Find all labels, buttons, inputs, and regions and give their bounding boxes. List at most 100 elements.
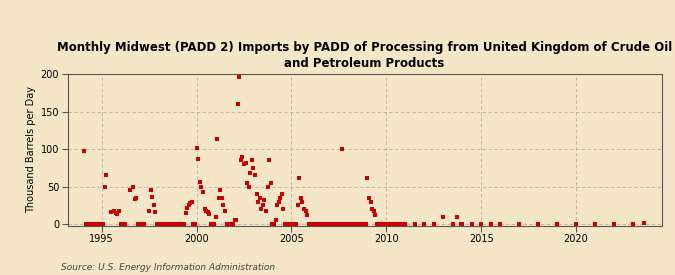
Point: [285, 222, 296, 226]
Point: [144, 209, 155, 213]
Point: [106, 210, 117, 214]
Point: [109, 208, 119, 213]
Point: [157, 222, 167, 226]
Point: [352, 222, 363, 226]
Point: [356, 222, 367, 226]
Point: [343, 222, 354, 226]
Point: [395, 222, 406, 226]
Point: [387, 222, 398, 226]
Point: [362, 175, 373, 180]
Point: [306, 222, 317, 226]
Point: [438, 214, 449, 219]
Point: [161, 222, 172, 226]
Point: [212, 137, 223, 142]
Point: [217, 196, 227, 200]
Point: [476, 222, 487, 226]
Point: [351, 222, 362, 226]
Point: [223, 222, 234, 226]
Point: [263, 184, 273, 189]
Point: [290, 222, 300, 226]
Point: [628, 222, 639, 226]
Point: [221, 222, 232, 226]
Point: [368, 208, 379, 213]
Point: [90, 222, 101, 226]
Point: [344, 222, 355, 226]
Point: [152, 222, 163, 226]
Point: [419, 222, 430, 226]
Point: [457, 222, 468, 226]
Point: [258, 203, 269, 207]
Point: [95, 222, 105, 226]
Point: [120, 222, 131, 226]
Title: Monthly Midwest (PADD 2) Imports by PADD of Processing from United Kingdom of Cr: Monthly Midwest (PADD 2) Imports by PADD…: [57, 41, 672, 70]
Point: [191, 145, 202, 150]
Point: [275, 196, 286, 200]
Point: [113, 209, 124, 213]
Point: [190, 222, 200, 226]
Point: [219, 208, 230, 213]
Point: [376, 222, 387, 226]
Point: [370, 213, 381, 217]
Point: [180, 211, 191, 215]
Point: [392, 222, 403, 226]
Point: [254, 196, 265, 200]
Point: [128, 184, 139, 189]
Point: [93, 222, 104, 226]
Point: [313, 222, 324, 226]
Point: [205, 222, 216, 226]
Point: [215, 188, 225, 192]
Point: [378, 222, 389, 226]
Point: [229, 218, 240, 222]
Point: [172, 222, 183, 226]
Point: [291, 222, 302, 226]
Point: [250, 173, 261, 178]
Point: [167, 222, 178, 226]
Point: [147, 195, 158, 199]
Point: [134, 222, 145, 226]
Point: [342, 222, 352, 226]
Point: [251, 192, 262, 196]
Point: [292, 203, 303, 207]
Point: [192, 157, 203, 161]
Point: [242, 181, 252, 185]
Point: [232, 102, 243, 106]
Point: [551, 222, 562, 226]
Point: [185, 201, 196, 205]
Point: [398, 222, 409, 226]
Point: [485, 222, 496, 226]
Point: [218, 203, 229, 207]
Point: [197, 189, 208, 194]
Point: [495, 222, 506, 226]
Point: [354, 222, 364, 226]
Point: [234, 75, 244, 79]
Point: [329, 222, 340, 226]
Point: [88, 222, 99, 226]
Point: [236, 158, 246, 163]
Point: [327, 222, 338, 226]
Point: [213, 196, 224, 200]
Point: [209, 222, 219, 226]
Point: [112, 211, 123, 216]
Point: [115, 222, 126, 226]
Point: [330, 222, 341, 226]
Point: [319, 222, 330, 226]
Point: [256, 207, 267, 211]
Point: [183, 203, 194, 207]
Point: [321, 222, 331, 226]
Point: [186, 199, 197, 204]
Point: [145, 188, 156, 192]
Point: [178, 222, 189, 226]
Point: [125, 187, 136, 192]
Point: [277, 192, 288, 196]
Point: [324, 222, 335, 226]
Point: [335, 222, 346, 226]
Point: [199, 207, 210, 211]
Point: [264, 158, 275, 163]
Point: [155, 222, 165, 226]
Point: [207, 222, 218, 226]
Point: [315, 222, 325, 226]
Point: [286, 222, 297, 226]
Point: [131, 196, 142, 200]
Point: [297, 199, 308, 204]
Point: [139, 222, 150, 226]
